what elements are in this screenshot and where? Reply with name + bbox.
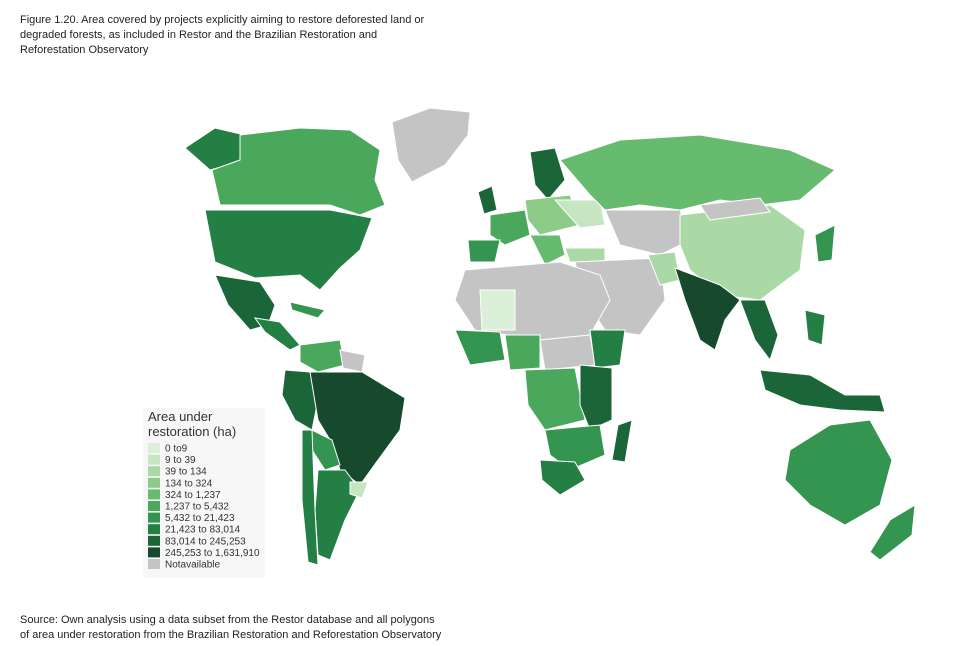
ethiopia [589,329,626,369]
uk [477,185,498,215]
mongolia [699,197,771,221]
legend-label: 1,237 to 5,432 [165,502,229,513]
balkans-italy [529,234,566,266]
legend-swatch [148,477,160,488]
central-asia [604,209,691,256]
nigeria [504,334,541,371]
madagascar [611,419,633,463]
japan [814,224,836,263]
new-zealand [869,504,916,561]
source-line: Source: Own analysis using a data subset… [20,614,435,626]
usa [204,209,373,291]
legend-swatch [148,501,160,511]
caribbean [289,301,326,319]
legend-label: 21,423 to 83,014 [165,525,241,536]
mali [479,289,516,331]
south-africa [539,459,586,496]
southern-africa [544,424,606,471]
central-america [253,317,301,351]
title-line: degraded forests, as included in Restor … [20,29,378,41]
iberia [467,239,501,263]
title-line: Figure 1.20. Area covered by projects ex… [20,14,425,26]
legend-swatch [148,512,160,523]
philippines [804,309,826,346]
legend-swatch [148,524,160,535]
legend-swatch [148,454,160,465]
legend-label: 245,253 to 1,631,910 [165,548,260,559]
scandinavia [529,147,566,201]
legend-title: Area under [148,409,213,424]
legend-label: Notavailable [165,560,220,571]
russia [559,134,836,211]
north-africa [454,261,611,341]
title-line: Reforestation Observatory [20,44,149,56]
brazil [309,371,406,486]
uruguay [349,481,369,499]
legend-label: 134 to 324 [165,478,213,489]
figure-title: Figure 1.20. Area covered by projects ex… [20,13,424,58]
ukraine [553,199,606,229]
central-africa [524,367,586,431]
legend-label: 324 to 1,237 [165,490,221,501]
legend-label: 0 to9 [165,444,188,455]
sahel-east [539,334,596,371]
india [674,267,741,351]
legend-label: 5,432 to 21,423 [165,513,235,524]
legend-swatch [148,547,160,558]
canada [211,127,386,216]
legend-label: 9 to 39 [165,455,196,466]
legend-swatch [148,535,160,546]
legend-swatch [148,489,160,500]
legend-label: 83,014 to 245,253 [165,536,246,547]
legend-title: restoration (ha) [148,424,236,439]
legend-background [143,408,265,578]
source-note: Source: Own analysis using a data subset… [20,613,441,643]
greenland [391,107,471,183]
france [489,209,531,246]
legend-swatch [148,559,160,569]
indonesia [759,369,886,413]
source-line: of area under restoration from the Brazi… [20,629,442,641]
west-africa [454,329,506,366]
legend-label: 39 to 134 [165,467,207,478]
australia [784,419,893,526]
east-africa [579,364,613,431]
guianas [339,349,366,373]
venezuela-colombia [299,339,346,373]
chile [301,429,319,566]
southeast-asia [739,299,779,362]
legend-swatch [148,443,160,453]
turkey [564,247,606,263]
legend-swatch [148,466,160,477]
